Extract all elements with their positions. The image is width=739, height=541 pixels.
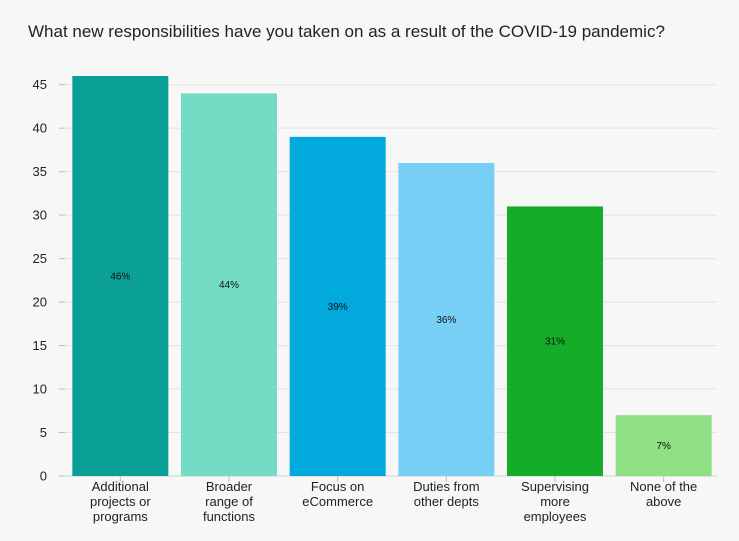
y-tick-label: 5 xyxy=(40,425,47,440)
y-tick-label: 10 xyxy=(33,382,47,397)
bar xyxy=(398,162,495,476)
y-axis: 0 5 10 15 20 25 30 35 40 45 xyxy=(33,77,65,484)
x-tick-label: Broader range of functions xyxy=(203,479,256,524)
x-axis: Additional projects or programs Broader rang… xyxy=(90,476,697,524)
y-tick-label: 40 xyxy=(33,121,47,136)
gridlines xyxy=(65,84,717,477)
x-tick-label: Duties from other depts xyxy=(413,479,479,509)
bar xyxy=(289,136,386,476)
data-label: 36% xyxy=(436,315,456,326)
x-tick-label: Additional projects or programs xyxy=(90,479,151,524)
y-tick-label: 25 xyxy=(33,251,47,266)
bars xyxy=(72,76,712,477)
chart-title: What new responsibilities have you taken… xyxy=(28,22,665,41)
x-tick-label: None of the above xyxy=(630,479,697,509)
bar xyxy=(181,93,277,477)
y-tick-label: 20 xyxy=(33,295,47,310)
data-label: 46% xyxy=(110,272,130,283)
data-label: 7% xyxy=(656,441,671,452)
data-label: 44% xyxy=(219,280,239,291)
y-tick-label: 45 xyxy=(33,77,47,92)
y-tick-label: 30 xyxy=(33,208,47,223)
data-label: 31% xyxy=(545,337,565,348)
y-tick-label: 0 xyxy=(40,469,47,484)
x-tick-label: Supervising more employees xyxy=(521,479,589,524)
bar xyxy=(507,206,603,476)
y-tick-label: 15 xyxy=(33,338,47,353)
y-tick-label: 35 xyxy=(33,164,47,179)
data-label: 39% xyxy=(328,302,348,313)
data-labels: 46% 44% 39% 36% 31% 7% xyxy=(110,272,671,453)
bar xyxy=(72,76,169,476)
x-tick-label: Focus on eCommerce xyxy=(302,479,373,509)
bar xyxy=(615,415,712,476)
